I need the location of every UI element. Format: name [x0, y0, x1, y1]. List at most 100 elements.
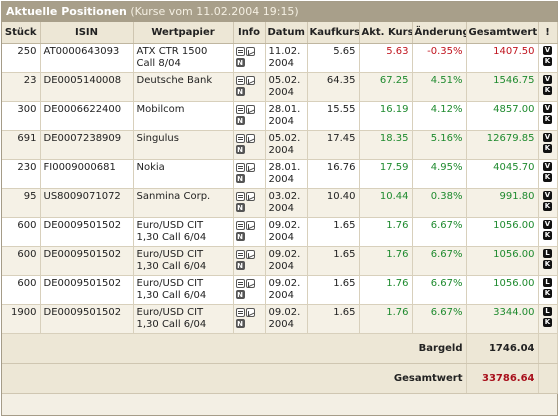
document-icon[interactable] — [235, 308, 245, 317]
total-value-cell: 1056.00 — [466, 246, 539, 276]
isin-cell: DE0005140008 — [40, 72, 134, 102]
news-icon[interactable] — [235, 290, 245, 299]
column-header: ! — [538, 22, 558, 44]
security-name: Euro/USD CIT — [136, 220, 204, 231]
chart-icon[interactable] — [245, 308, 255, 317]
security-detail: 1,30 Call 6/04 — [136, 232, 207, 243]
news-icon[interactable] — [235, 87, 245, 96]
date-year: 2004 — [268, 290, 294, 301]
date-year: 2004 — [268, 116, 294, 127]
action-badge-top[interactable]: V — [543, 75, 552, 84]
panel-title: Aktuelle Positionen — [6, 5, 127, 18]
total-value-cell: 3344.00 — [466, 304, 539, 334]
chart-icon[interactable] — [245, 250, 255, 259]
action-badge-bottom[interactable]: K — [543, 318, 552, 327]
quantity-cell: 600 — [2, 217, 41, 247]
action-badge-top[interactable]: V — [543, 133, 552, 142]
document-icon[interactable] — [235, 192, 245, 201]
action-badge-bottom[interactable]: K — [543, 57, 552, 66]
chart-icon[interactable] — [245, 221, 255, 230]
news-icon[interactable] — [235, 203, 245, 212]
date-year: 2004 — [268, 203, 294, 214]
isin-cell: DE0009501502 — [40, 217, 134, 247]
date-day: 28.01. — [268, 162, 301, 173]
action-badge-bottom[interactable]: K — [543, 86, 552, 95]
current-price-cell: 17.59 — [359, 159, 413, 189]
action-badge-bottom[interactable]: K — [543, 231, 552, 240]
security-detail: 1,30 Call 6/04 — [136, 319, 207, 330]
news-icon[interactable] — [235, 261, 245, 270]
document-icon[interactable] — [235, 105, 245, 114]
security-cell[interactable]: Deutsche Bank — [133, 72, 234, 102]
chart-icon[interactable] — [245, 105, 255, 114]
action-badge-bottom[interactable]: K — [543, 260, 552, 269]
action-badge-bottom[interactable]: K — [543, 289, 552, 298]
date-year: 2004 — [268, 58, 294, 69]
total-value-cell: 4045.70 — [466, 159, 539, 189]
chart-icon[interactable] — [245, 76, 255, 85]
security-cell[interactable]: Singulus — [133, 130, 234, 160]
security-cell[interactable]: Nokia — [133, 159, 234, 189]
action-badge-top[interactable]: L — [543, 307, 552, 316]
change-cell: 0.38% — [412, 188, 467, 218]
action-badge-top[interactable]: L — [543, 249, 552, 258]
change-cell: -0.35% — [412, 43, 467, 73]
action-badge-top[interactable]: V — [543, 46, 552, 55]
purchase-price-cell: 1.65 — [307, 304, 360, 334]
news-icon[interactable] — [235, 145, 245, 154]
news-icon[interactable] — [235, 232, 245, 241]
chart-icon[interactable] — [245, 192, 255, 201]
purchase-price-cell: 15.55 — [307, 101, 360, 131]
chart-icon[interactable] — [245, 47, 255, 56]
news-icon[interactable] — [235, 319, 245, 328]
document-icon[interactable] — [235, 221, 245, 230]
security-cell[interactable]: ATX CTR 1500 Call 8/04 — [133, 43, 234, 73]
news-icon[interactable] — [235, 174, 245, 183]
action-badge-bottom[interactable]: K — [543, 173, 552, 182]
action-badge-bottom[interactable]: K — [543, 115, 552, 124]
action-badge-top[interactable]: V — [543, 220, 552, 229]
action-badge-top[interactable]: V — [543, 162, 552, 171]
cash-empty-cell — [538, 333, 558, 364]
document-icon[interactable] — [235, 76, 245, 85]
total-value-cell: 4857.00 — [466, 101, 539, 131]
table-row: 600 DE0009501502 Euro/USD CIT 1,30 Call 6/0… — [2, 275, 558, 305]
total-label: Gesamtwert — [2, 363, 467, 394]
table-row: 300DE0006622400Mobilcom28.01.200415.5516… — [2, 101, 558, 131]
document-icon[interactable] — [235, 163, 245, 172]
action-badge-top[interactable]: V — [543, 104, 552, 113]
security-cell[interactable]: Euro/USD CIT 1,30 Call 6/04 — [133, 304, 234, 334]
security-cell[interactable]: Sanmina Corp. — [133, 188, 234, 218]
date-day: 09.02. — [268, 220, 301, 231]
security-cell[interactable]: Mobilcom — [133, 101, 234, 131]
column-header: Wertpapier — [133, 22, 234, 44]
document-icon[interactable] — [235, 279, 245, 288]
document-icon[interactable] — [235, 47, 245, 56]
action-badge-top[interactable]: V — [543, 191, 552, 200]
document-icon[interactable] — [235, 134, 245, 143]
chart-icon[interactable] — [245, 279, 255, 288]
change-cell: 4.51% — [412, 72, 467, 102]
column-header: Stück — [2, 22, 41, 44]
security-cell[interactable]: Euro/USD CIT 1,30 Call 6/04 — [133, 275, 234, 305]
chart-icon[interactable] — [245, 134, 255, 143]
news-icon[interactable] — [235, 58, 245, 67]
action-badge-bottom[interactable]: K — [543, 144, 552, 153]
purchase-price-cell: 1.65 — [307, 217, 360, 247]
info-cell — [233, 217, 266, 247]
security-cell[interactable]: Euro/USD CIT 1,30 Call 6/04 — [133, 217, 234, 247]
info-cell — [233, 159, 266, 189]
security-cell[interactable]: Euro/USD CIT 1,30 Call 6/04 — [133, 246, 234, 276]
action-badge-bottom[interactable]: K — [543, 202, 552, 211]
action-badge-top[interactable]: L — [543, 278, 552, 287]
document-icon[interactable] — [235, 250, 245, 259]
date-cell: 09.02. 2004 — [265, 246, 308, 276]
news-icon[interactable] — [235, 116, 245, 125]
chart-icon[interactable] — [245, 163, 255, 172]
date-day: 09.02. — [268, 307, 301, 318]
